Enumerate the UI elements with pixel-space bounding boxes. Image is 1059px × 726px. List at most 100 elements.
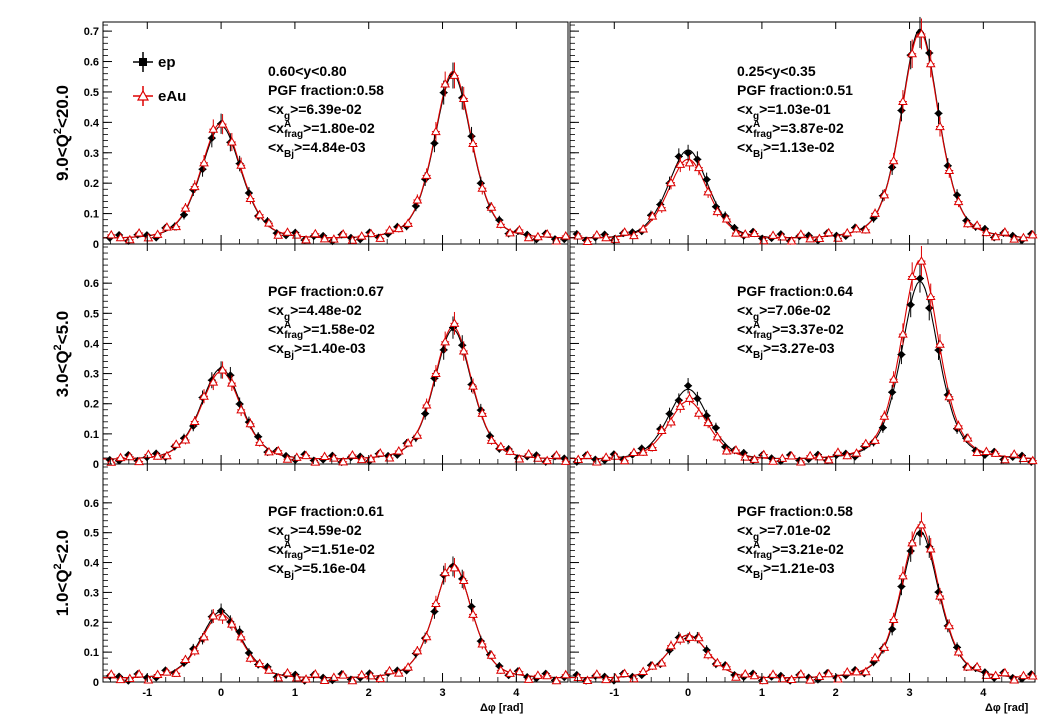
data-point-eAu — [1027, 671, 1038, 680]
data-point-eAu — [1009, 449, 1020, 458]
panel-annotation: 0.60<y<0.80 PGF fraction:0.58 <xg>=6.39e-0… — [268, 63, 384, 160]
y-tick-label: 0.5 — [84, 528, 99, 540]
data-point-eAu — [703, 649, 713, 660]
data-point-eAu — [582, 236, 593, 246]
data-point-eAu — [208, 119, 219, 139]
data-point-ep — [915, 264, 924, 293]
data-point-eAu — [254, 658, 265, 668]
data-point-eAu — [870, 208, 880, 219]
data-point-eAu — [366, 453, 376, 463]
data-point-eAu — [703, 185, 713, 198]
data-point-eAu — [310, 669, 321, 678]
data-point-eAu — [319, 675, 330, 685]
data-point-eAu — [217, 114, 228, 135]
data-point-eAu — [199, 155, 209, 171]
data-point-eAu — [162, 450, 172, 460]
y-tick-label: 0.2 — [84, 617, 99, 629]
data-point-eAu — [693, 407, 704, 420]
data-point-eAu — [449, 557, 460, 578]
y-tick-label: 0.6 — [84, 498, 99, 510]
annotation-line: <xBj>=4.84e-03 — [268, 139, 366, 160]
data-point-eAu — [666, 176, 676, 190]
data-point-eAu — [180, 434, 191, 445]
data-point-ep — [888, 622, 897, 636]
fit-curve-eAu — [570, 259, 1036, 460]
data-point-eAu — [421, 168, 432, 183]
annotation-line: <xA frag>=3.37e-02 — [737, 320, 844, 341]
data-point-eAu — [495, 441, 506, 451]
data-point-eAu — [152, 229, 163, 238]
data-point-eAu — [542, 670, 553, 680]
axes: 0 0.1 0.2 0.3 0.4 0.5 0.6 0.7 0 0.1 0.2 0.3 0.4 0.5 0.… — [84, 22, 1021, 699]
data-point-eAu — [907, 39, 918, 69]
panel-annotation: 0.25<y<0.35 PGF fraction:0.51 <xg>=1.03e-0… — [737, 63, 853, 160]
data-point-eAu — [189, 180, 200, 193]
data-point-eAu — [647, 211, 658, 221]
data-point-eAu — [486, 650, 497, 660]
annotation-line: <xA frag>=1.80e-02 — [268, 119, 375, 140]
data-point-eAu — [403, 218, 413, 228]
data-point-ep — [421, 407, 430, 420]
data-point-eAu — [749, 670, 760, 680]
annotation-line: <xg>=1.03e-01 — [737, 101, 831, 122]
legend-ep-label: ep — [158, 54, 176, 71]
data-point-eAu — [684, 391, 695, 406]
data-point-eAu — [162, 222, 172, 232]
data-point-eAu — [703, 417, 713, 429]
data-point-eAu — [629, 447, 639, 457]
legend-ep-marker — [139, 58, 147, 66]
data-point-eAu — [421, 398, 432, 412]
data-point-eAu — [431, 365, 441, 382]
data-point-eAu — [805, 450, 816, 460]
x-tick-label: 2 — [833, 687, 839, 699]
x-axis-title: Δφ [rad] — [480, 702, 524, 714]
data-point-eAu — [329, 672, 339, 681]
panel-annotation: PGF fraction:0.61 <xg>=4.59e-02<xA frag>=1… — [268, 503, 384, 581]
data-point-eAu — [560, 669, 571, 679]
data-point-eAu — [777, 453, 788, 462]
data-point-eAu — [860, 224, 871, 234]
data-point-eAu — [171, 668, 182, 677]
data-point-eAu — [319, 233, 330, 243]
fit-curve-eAu — [103, 563, 568, 679]
data-point-eAu — [551, 236, 562, 245]
data-point-eAu — [124, 451, 135, 461]
data-point-eAu — [403, 662, 413, 672]
data-point-eAu — [693, 632, 704, 644]
data-point-eAu — [666, 640, 676, 651]
annotation-line: PGF fraction:0.64 — [737, 283, 853, 299]
x-axis-title: Δφ [rad] — [985, 702, 1029, 714]
data-point-eAu — [347, 450, 358, 459]
data-point-eAu — [393, 668, 404, 677]
data-point-eAu — [925, 537, 936, 560]
data-point-eAu — [468, 134, 478, 153]
data-point-eAu — [582, 675, 593, 684]
data-point-eAu — [301, 234, 311, 244]
annotation-line: <xBj>=1.13e-02 — [737, 139, 835, 160]
data-point-eAu — [860, 438, 871, 448]
data-point-eAu — [523, 674, 534, 683]
data-point-eAu — [542, 229, 553, 238]
legend-entry-eau: eAu — [133, 86, 186, 106]
data-point-eAu — [740, 229, 751, 238]
annotation-line: <xBj>=1.40e-03 — [268, 340, 366, 361]
data-point-eAu — [421, 631, 432, 643]
data-point-eAu — [647, 661, 658, 671]
data-point-eAu — [898, 566, 908, 586]
data-point-eAu — [898, 323, 908, 345]
data-point-eAu — [619, 227, 630, 236]
data-point-eAu — [860, 666, 871, 676]
panel-frame — [102, 463, 569, 683]
x-tick-label: 1 — [759, 687, 765, 699]
data-point-eAu — [981, 446, 992, 456]
data-point-eAu — [888, 152, 899, 169]
data-point-eAu — [731, 445, 741, 454]
data-point-eAu — [758, 449, 769, 459]
data-point-eAu — [814, 671, 825, 681]
data-point-eAu — [226, 617, 237, 631]
data-point-ep — [906, 292, 915, 318]
data-point-eAu — [301, 674, 311, 683]
data-point-ep — [684, 144, 693, 162]
y-tick-label: 0.1 — [84, 429, 99, 441]
data-point-eAu — [560, 230, 571, 240]
